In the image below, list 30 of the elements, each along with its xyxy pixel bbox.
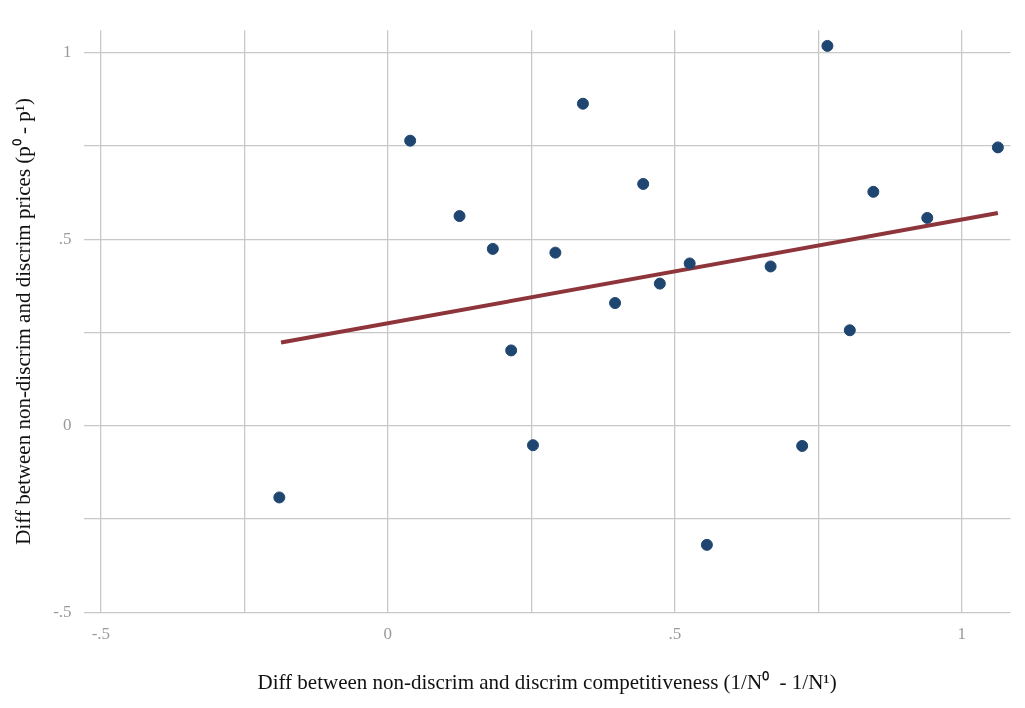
y-tick-label: 1	[63, 42, 72, 62]
point	[637, 177, 650, 190]
point	[453, 210, 466, 223]
point	[921, 211, 934, 224]
point	[764, 260, 777, 273]
x-tick-label: 0	[383, 624, 393, 644]
point	[821, 39, 834, 52]
point	[609, 297, 622, 310]
point	[683, 257, 696, 270]
point	[700, 538, 713, 551]
point	[486, 242, 499, 255]
x-tick-label: -.5	[91, 624, 111, 644]
point	[867, 185, 880, 198]
point	[796, 439, 809, 452]
point	[843, 324, 856, 337]
point	[991, 141, 1004, 154]
x-tick-label: .5	[668, 624, 682, 644]
point	[653, 277, 666, 290]
x-axis-title: Diff between non-discrim and discrim competitiveness (1/N⁰ - 1/N¹)	[257, 669, 837, 694]
x-tick-label: 1	[957, 624, 966, 644]
y-tick-label: 0	[63, 415, 72, 435]
point	[273, 491, 286, 504]
y-axis-title: Diff between non-discrim and discrim prices (p⁰ - p¹)	[11, 97, 36, 545]
point	[505, 344, 518, 357]
point	[576, 97, 589, 110]
point	[549, 246, 562, 259]
y-tick-label: -.5	[53, 601, 72, 621]
y-tick-label: .5	[58, 228, 72, 248]
point	[404, 134, 417, 147]
point	[526, 439, 539, 452]
